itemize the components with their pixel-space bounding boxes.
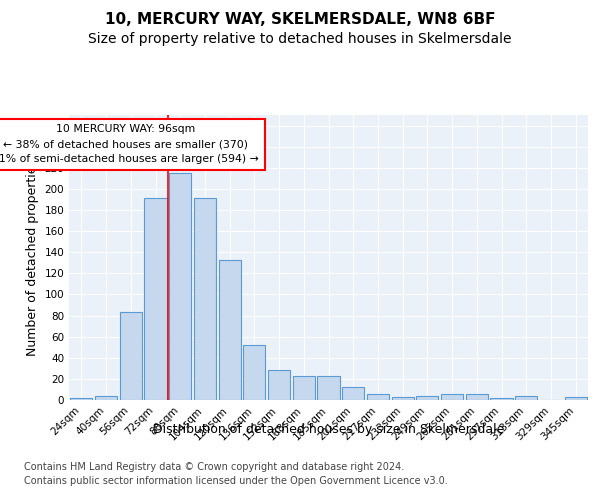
Bar xyxy=(95,396,117,400)
Bar xyxy=(317,376,340,400)
Text: Distribution of detached houses by size in Skelmersdale: Distribution of detached houses by size … xyxy=(153,422,505,436)
Bar xyxy=(145,198,167,400)
Bar xyxy=(119,312,142,400)
Bar xyxy=(565,397,587,400)
Bar xyxy=(218,260,241,400)
Bar xyxy=(293,376,315,400)
Text: 10 MERCURY WAY: 96sqm
← 38% of detached houses are smaller (370)
61% of semi-det: 10 MERCURY WAY: 96sqm ← 38% of detached … xyxy=(0,124,259,164)
Bar xyxy=(490,398,512,400)
Text: Contains HM Land Registry data © Crown copyright and database right 2024.: Contains HM Land Registry data © Crown c… xyxy=(24,462,404,472)
Bar xyxy=(466,394,488,400)
Bar xyxy=(268,370,290,400)
Bar xyxy=(194,198,216,400)
Bar xyxy=(342,388,364,400)
Bar xyxy=(367,394,389,400)
Y-axis label: Number of detached properties: Number of detached properties xyxy=(26,159,39,356)
Bar xyxy=(392,397,414,400)
Bar xyxy=(441,394,463,400)
Text: Contains public sector information licensed under the Open Government Licence v3: Contains public sector information licen… xyxy=(24,476,448,486)
Bar xyxy=(515,396,538,400)
Bar xyxy=(169,173,191,400)
Bar xyxy=(243,345,265,400)
Bar xyxy=(416,396,439,400)
Text: 10, MERCURY WAY, SKELMERSDALE, WN8 6BF: 10, MERCURY WAY, SKELMERSDALE, WN8 6BF xyxy=(105,12,495,28)
Text: Size of property relative to detached houses in Skelmersdale: Size of property relative to detached ho… xyxy=(88,32,512,46)
Bar xyxy=(70,398,92,400)
